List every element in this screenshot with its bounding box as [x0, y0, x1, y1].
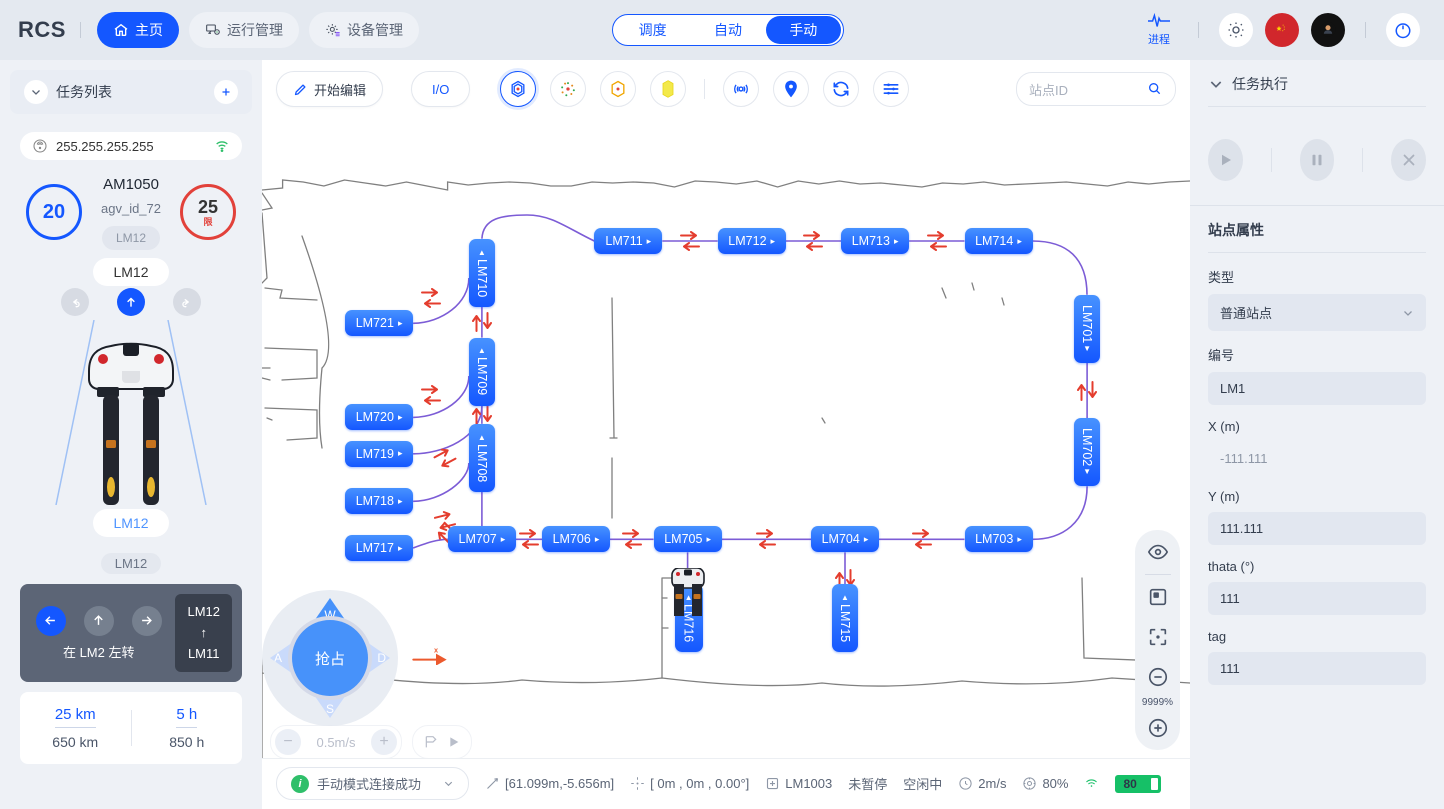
svg-text:x: x: [434, 645, 439, 654]
